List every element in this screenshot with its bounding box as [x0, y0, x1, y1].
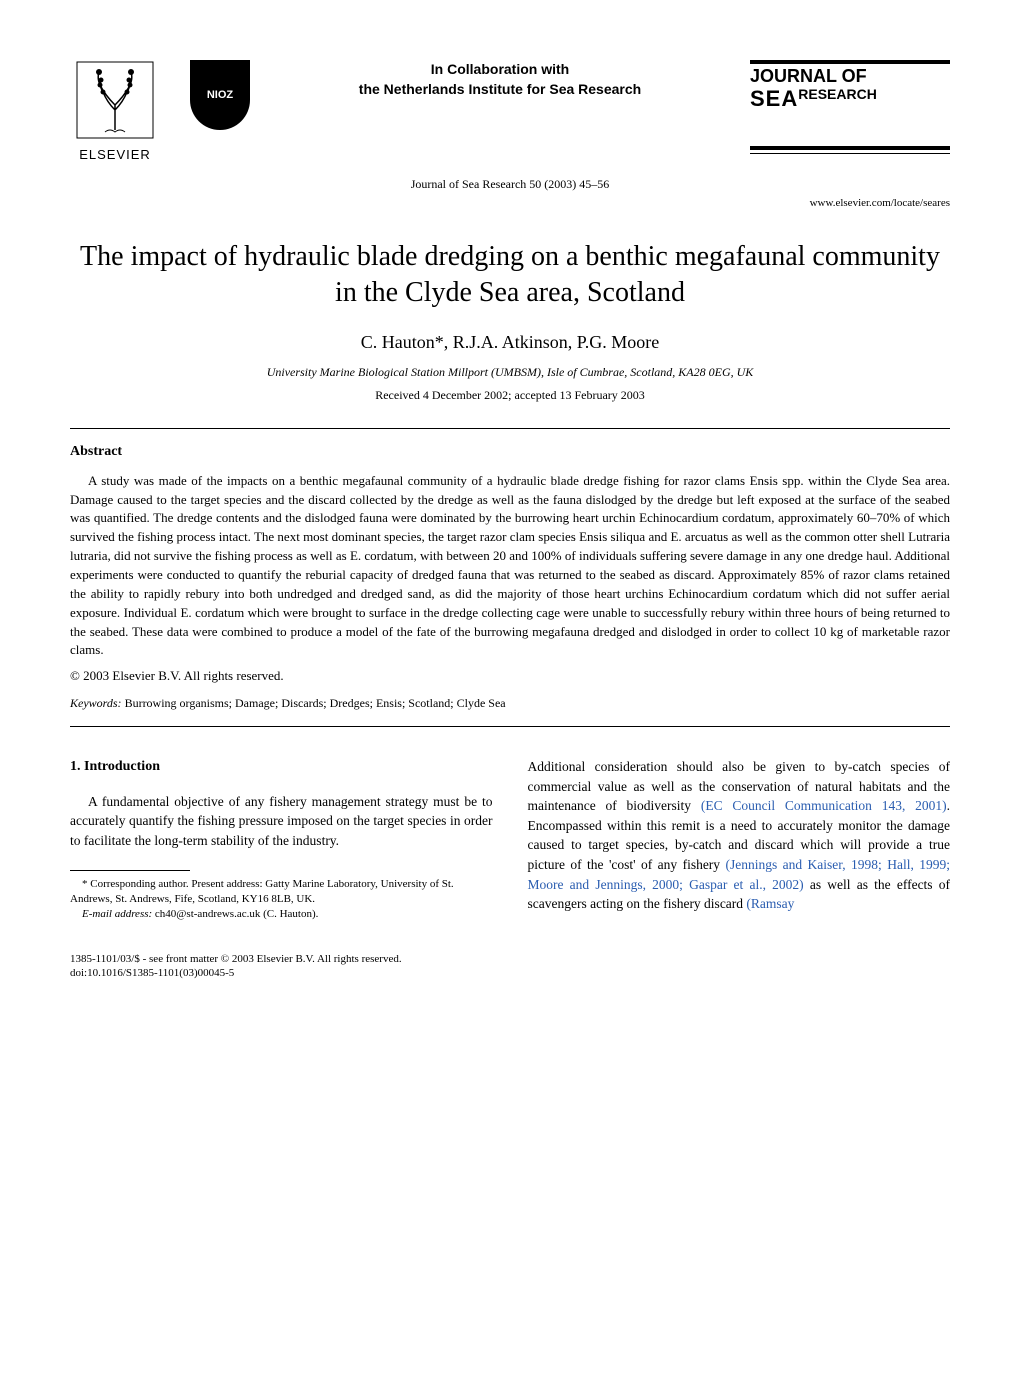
nioz-label: NIOZ [207, 89, 233, 101]
citation-link-3[interactable]: (Ramsay [746, 896, 794, 911]
collab-line-1: In Collaboration with [270, 60, 730, 80]
journal-rule-top [750, 60, 950, 64]
intro-para-1: A fundamental objective of any fishery m… [70, 792, 493, 851]
logo-group: ELSEVIER NIOZ [70, 60, 250, 162]
abstract-body: A study was made of the impacts on a ben… [70, 472, 950, 660]
article-dates: Received 4 December 2002; accepted 13 Fe… [70, 388, 950, 403]
journal-sea: SEA [750, 86, 798, 111]
publication-line: Journal of Sea Research 50 (2003) 45–56 [70, 177, 950, 192]
column-left: 1. Introduction A fundamental objective … [70, 757, 493, 922]
journal-name: JOURNAL OF SEARESEARCH [750, 67, 950, 111]
journal-rule-thin [750, 153, 950, 154]
collaboration-text: In Collaboration with the Netherlands In… [250, 60, 750, 99]
footer-line-1: 1385-1101/03/$ - see front matter © 2003… [70, 952, 950, 966]
footer-line-2: doi:10.1016/S1385-1101(03)00045-5 [70, 966, 950, 980]
abstract-heading: Abstract [70, 444, 950, 460]
footnote-corresponding: * Corresponding author. Present address:… [70, 877, 493, 907]
footnote-rule [70, 870, 190, 871]
keywords-label: Keywords: [70, 696, 122, 710]
body-columns: 1. Introduction A fundamental objective … [70, 757, 950, 922]
citation-link-1[interactable]: (EC Council Communication 143, 2001) [701, 798, 947, 813]
journal-line-1: JOURNAL OF [750, 67, 950, 87]
elsevier-label: ELSEVIER [70, 147, 160, 162]
email-value: ch40@st-andrews.ac.uk (C. Hauton). [152, 908, 318, 920]
header: ELSEVIER NIOZ In Collaboration with the … [70, 60, 950, 162]
email-label: E-mail address: [82, 908, 152, 920]
keywords-list: Burrowing organisms; Damage; Discards; D… [122, 696, 506, 710]
journal-rule-mid [750, 146, 950, 150]
keywords: Keywords: Burrowing organisms; Damage; D… [70, 696, 950, 711]
article-title: The impact of hydraulic blade dredging o… [70, 239, 950, 312]
elsevier-logo: ELSEVIER [70, 60, 160, 162]
journal-url: www.elsevier.com/locate/seares [70, 197, 950, 209]
journal-line-2: SEARESEARCH [750, 87, 950, 111]
intro-heading: 1. Introduction [70, 757, 493, 777]
affiliation: University Marine Biological Station Mil… [70, 365, 950, 380]
journal-box: JOURNAL OF SEARESEARCH [750, 60, 950, 160]
abstract-rule-bottom [70, 726, 950, 727]
collab-line-2: the Netherlands Institute for Sea Resear… [270, 80, 730, 100]
abstract-rule-top [70, 428, 950, 429]
elsevier-tree-icon [75, 60, 155, 140]
intro-para-2: Additional consideration should also be … [528, 757, 951, 914]
journal-research: RESEARCH [798, 86, 877, 102]
nioz-logo: NIOZ [190, 60, 250, 130]
abstract-text: A study was made of the impacts on a ben… [70, 472, 950, 660]
copyright: © 2003 Elsevier B.V. All rights reserved… [70, 668, 950, 684]
footnote-email: E-mail address: ch40@st-andrews.ac.uk (C… [70, 907, 493, 922]
column-right: Additional consideration should also be … [528, 757, 951, 922]
footer: 1385-1101/03/$ - see front matter © 2003… [70, 952, 950, 981]
authors: C. Hauton*, R.J.A. Atkinson, P.G. Moore [70, 332, 950, 353]
